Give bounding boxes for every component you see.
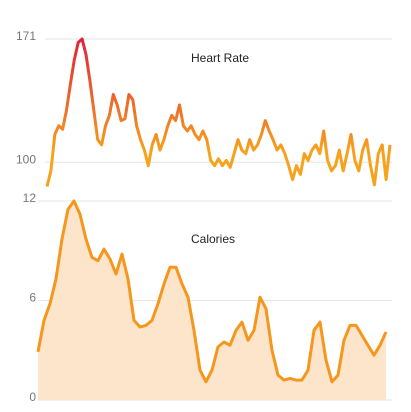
chart-title: Heart Rate bbox=[191, 51, 249, 65]
y-tick-label: 6 bbox=[29, 291, 36, 305]
line bbox=[36, 199, 388, 384]
line bbox=[45, 37, 392, 187]
y-tick-label: 0 bbox=[29, 390, 36, 404]
area bbox=[38, 201, 386, 400]
y-tick-label: 12 bbox=[23, 191, 37, 205]
chart-title: Calories bbox=[191, 232, 235, 246]
y-tick-label: 100 bbox=[16, 152, 36, 166]
y-tick-label: 171 bbox=[16, 29, 36, 43]
